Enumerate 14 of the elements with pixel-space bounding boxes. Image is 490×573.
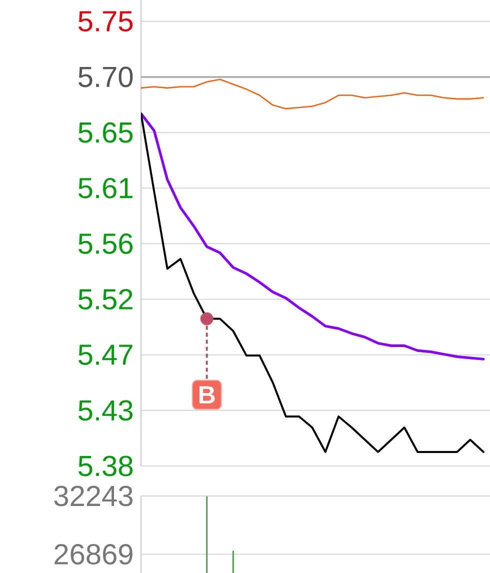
line-series	[141, 78, 484, 110]
y-tick-label: 5.70	[78, 66, 133, 88]
y-tick-label: 5.61	[78, 178, 132, 198]
y-tick-label: 32243	[54, 486, 133, 506]
y-tick-label: 5.43	[78, 400, 133, 421]
y-tick-label: 5.65	[78, 122, 133, 143]
y-tick-label: 5.52	[78, 288, 132, 310]
y-tick-label: 5.47	[78, 344, 132, 365]
y-tick-label: 5.56	[78, 233, 133, 254]
y-tick-label: 5.38	[78, 456, 133, 476]
text: B	[199, 386, 215, 404]
y-tick-label: 5.75	[78, 11, 133, 32]
y-tick-label: 26869	[54, 544, 132, 565]
line-series	[141, 112, 485, 360]
